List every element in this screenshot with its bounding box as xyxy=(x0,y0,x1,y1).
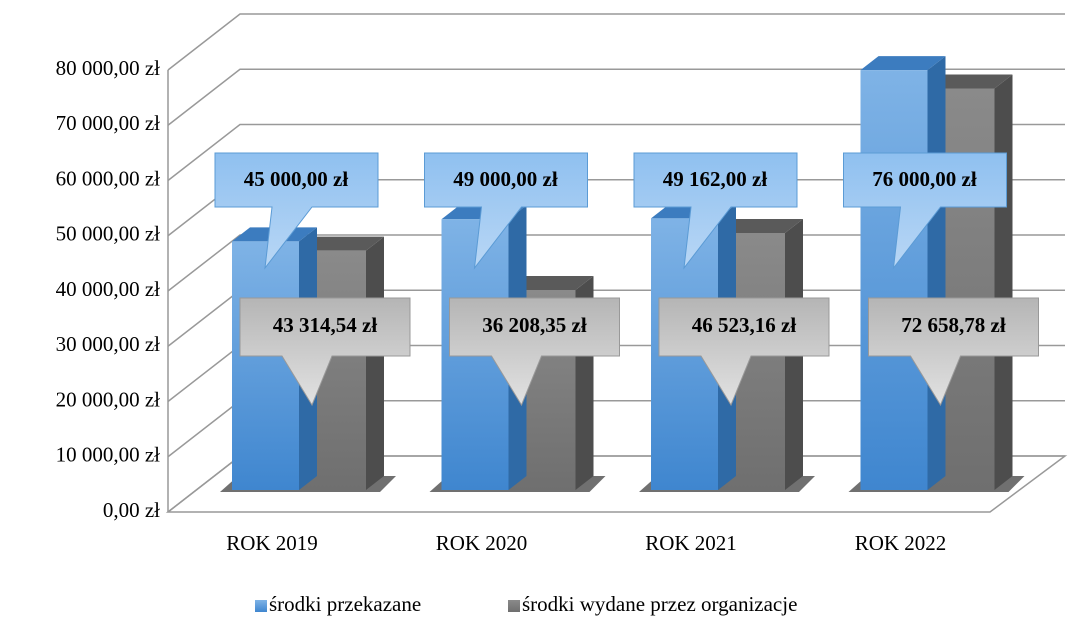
bar-face xyxy=(927,56,946,490)
x-tick-label: ROK 2022 xyxy=(855,531,947,555)
callout xyxy=(633,152,798,270)
callout xyxy=(239,297,411,407)
y-tick-label: 50 000,00 zł xyxy=(56,222,161,246)
value-label: 49 162,00 zł xyxy=(663,167,768,191)
bar-face xyxy=(860,56,946,71)
legend-swatch xyxy=(255,600,267,612)
bar-face xyxy=(927,74,1013,89)
x-tick-label: ROK 2021 xyxy=(645,531,737,555)
bar-face xyxy=(508,275,594,290)
callout xyxy=(214,152,379,270)
value-label: 43 314,54 zł xyxy=(273,313,378,337)
value-label: 72 658,78 zł xyxy=(901,313,1006,337)
callout xyxy=(868,297,1039,407)
value-label: 76 000,00 zł xyxy=(872,167,977,191)
legend-label: środki przekazane xyxy=(269,592,421,616)
value-label: 36 208,35 zł xyxy=(482,313,587,337)
value-label: 46 523,16 zł xyxy=(692,313,797,337)
bar-face xyxy=(299,236,384,251)
y-tick-label: 10 000,00 zł xyxy=(56,443,161,467)
y-tick-label: 60 000,00 zł xyxy=(56,166,161,190)
callout xyxy=(424,152,588,270)
y-tick-label: 40 000,00 zł xyxy=(56,277,161,301)
grid-line xyxy=(167,68,1065,126)
bar xyxy=(860,56,946,490)
legend-swatch xyxy=(508,600,520,612)
value-label: 49 000,00 zł xyxy=(453,167,558,191)
value-label: 45 000,00 zł xyxy=(244,167,349,191)
bar-face xyxy=(994,74,1013,490)
y-tick-label: 30 000,00 zł xyxy=(56,332,161,356)
callout xyxy=(843,152,1007,270)
x-tick-label: ROK 2019 xyxy=(226,531,318,555)
y-tick-label: 20 000,00 zł xyxy=(56,387,161,411)
callout xyxy=(658,297,830,407)
bar-face xyxy=(860,70,928,490)
bar-face xyxy=(366,236,384,490)
y-tick-label: 70 000,00 zł xyxy=(56,111,161,135)
legend-label: środki wydane przez organizacje xyxy=(522,592,797,616)
y-tick-label: 0,00 zł xyxy=(103,498,160,522)
y-tick-label: 80 000,00 zł xyxy=(56,56,161,80)
x-tick-label: ROK 2020 xyxy=(436,531,528,555)
grid-line xyxy=(167,13,1065,71)
callout xyxy=(449,297,620,407)
grid-line xyxy=(167,123,1065,182)
bar-face xyxy=(718,218,803,233)
